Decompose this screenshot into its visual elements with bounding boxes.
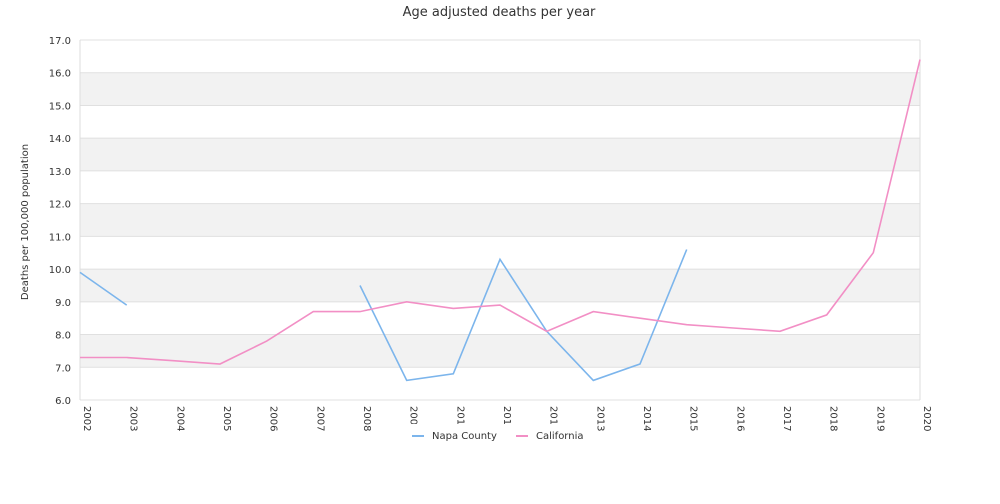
y-tick-label: 11.0 bbox=[49, 232, 71, 243]
x-tick-label: 2005 bbox=[221, 406, 232, 431]
x-tick-label: 2018 bbox=[828, 406, 839, 431]
y-tick-label: 15.0 bbox=[49, 101, 71, 112]
series-line-napa-county bbox=[79, 249, 688, 382]
grid-band bbox=[80, 203, 920, 237]
x-tick-label: 2009 bbox=[408, 406, 419, 431]
x-tick-label: 2017 bbox=[781, 406, 792, 431]
legend-label: California bbox=[536, 431, 584, 442]
x-tick-label: 2012 bbox=[548, 406, 559, 431]
legend-background bbox=[398, 424, 594, 446]
grid-band bbox=[80, 334, 920, 368]
y-tick-label: 7.0 bbox=[55, 363, 71, 374]
legend-label: Napa County bbox=[432, 431, 497, 442]
x-tick-label: 2016 bbox=[734, 406, 745, 431]
y-tick-label: 6.0 bbox=[55, 396, 71, 407]
x-tick-label: 2011 bbox=[501, 406, 512, 431]
x-tick-label: 2007 bbox=[314, 406, 325, 431]
x-tick-label: 2013 bbox=[594, 406, 605, 431]
y-tick-label: 16.0 bbox=[49, 69, 71, 80]
x-tick-label: 2015 bbox=[688, 406, 699, 431]
grid-band bbox=[80, 72, 920, 106]
y-tick-label: 8.0 bbox=[55, 331, 71, 342]
y-tick-label: 14.0 bbox=[49, 134, 71, 145]
x-tick-label: 2002 bbox=[81, 406, 92, 431]
x-tick-label: 2014 bbox=[641, 406, 652, 431]
y-axis-label: Deaths per 100,000 population bbox=[20, 144, 31, 300]
x-tick-label: 2020 bbox=[921, 406, 932, 431]
y-tick-label: 13.0 bbox=[49, 167, 71, 178]
chart-title: Age adjusted deaths per year bbox=[403, 5, 596, 20]
x-tick-label: 2008 bbox=[361, 406, 372, 431]
y-tick-label: 17.0 bbox=[49, 36, 71, 47]
y-tick-label: 10.0 bbox=[49, 265, 71, 276]
y-tick-label: 9.0 bbox=[55, 298, 71, 309]
series-line-california bbox=[80, 59, 921, 365]
x-tick-label: 2003 bbox=[128, 406, 139, 431]
grid-band bbox=[80, 269, 920, 302]
x-tick-label: 2004 bbox=[174, 406, 185, 431]
legend: Napa County California bbox=[398, 424, 594, 446]
x-tick-label: 2019 bbox=[874, 406, 885, 431]
x-tick-label: 2010 bbox=[454, 406, 465, 431]
x-tick-label: 2006 bbox=[268, 406, 279, 431]
y-tick-label: 12.0 bbox=[49, 200, 71, 211]
grid-band bbox=[80, 138, 920, 171]
